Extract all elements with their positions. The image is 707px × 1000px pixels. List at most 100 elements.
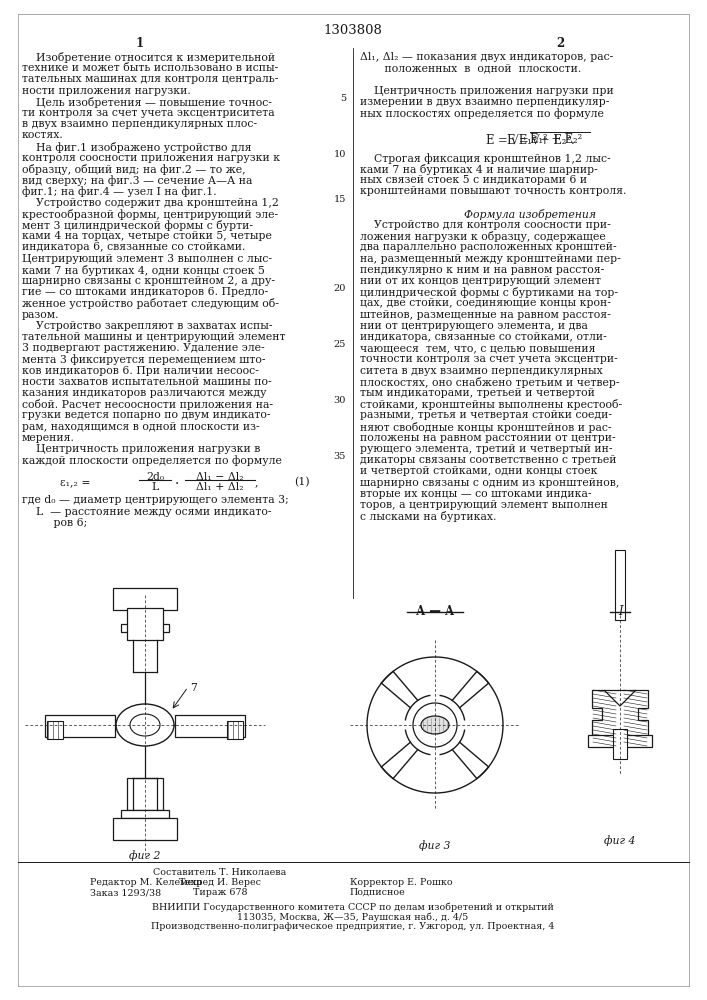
Text: Заказ 1293/38: Заказ 1293/38	[90, 888, 161, 897]
Bar	[121, 624, 169, 632]
Text: Редактор М. Келемеш: Редактор М. Келемеш	[90, 878, 202, 887]
Text: чающееся  тем, что, с целью повышения: чающееся тем, что, с целью повышения	[360, 343, 595, 353]
Bar	[45, 715, 115, 737]
Text: шарнирно связаны с одним из кронштейнов,: шарнирно связаны с одним из кронштейнов,	[360, 478, 619, 488]
Text: ситета в двух взаимно перпендикулярных: ситета в двух взаимно перпендикулярных	[360, 366, 603, 376]
Text: Центричность приложения нагрузки в: Центричность приложения нагрузки в	[22, 444, 260, 454]
Bar	[227, 721, 243, 739]
Text: L  — расстояние между осями индикато-: L — расстояние между осями индикато-	[22, 507, 271, 517]
Text: ти контроля за счет учета эксцентриситета: ти контроля за счет учета эксцентриситет…	[22, 108, 274, 118]
Ellipse shape	[130, 714, 160, 736]
Text: мерения.: мерения.	[22, 433, 75, 443]
Text: 1: 1	[136, 37, 144, 50]
Text: 5: 5	[340, 94, 346, 103]
Text: стойками, кронштейны выполнены крестооб-: стойками, кронштейны выполнены крестооб-	[360, 399, 622, 410]
Text: ками 7 на буртиках 4 и наличие шарнир-: ками 7 на буртиках 4 и наличие шарнир-	[360, 164, 597, 175]
Text: плоскостях, оно снабжено третьим и четвер-: плоскостях, оно снабжено третьим и четве…	[360, 377, 619, 388]
Bar	[113, 588, 177, 610]
Bar	[121, 810, 169, 818]
Text: фиг 2: фиг 2	[129, 850, 160, 861]
Text: E₁² + E₂²: E₁² + E₂²	[530, 133, 583, 146]
Text: Подписное: Подписное	[350, 888, 406, 897]
Text: А — А: А — А	[416, 605, 454, 618]
Text: Тираж 678: Тираж 678	[193, 888, 247, 897]
Text: 30: 30	[334, 396, 346, 405]
Text: ,: ,	[255, 477, 259, 487]
Text: тым индикаторами, третьей и четвертой: тым индикаторами, третьей и четвертой	[360, 388, 595, 398]
Text: E = √: E = √	[507, 133, 539, 146]
Text: Строгая фиксация кронштейнов 1,2 лыс-: Строгая фиксация кронштейнов 1,2 лыс-	[360, 153, 611, 164]
Text: цах, две стойки, соединяющие концы крон-: цах, две стойки, соединяющие концы крон-	[360, 298, 611, 308]
Text: ложения нагрузки к образцу, содержащее: ложения нагрузки к образцу, содержащее	[360, 231, 606, 242]
Text: кронштейнами повышают точность контроля.: кронштейнами повышают точность контроля.	[360, 186, 626, 196]
Text: 25: 25	[334, 340, 346, 349]
Bar	[127, 778, 163, 810]
Text: ·: ·	[175, 477, 179, 491]
Bar	[127, 608, 163, 640]
Text: ности захватов испытательной машины по-: ности захватов испытательной машины по-	[22, 377, 271, 387]
Text: образцу, общий вид; на фиг.2 — то же,: образцу, общий вид; на фиг.2 — то же,	[22, 164, 245, 175]
Text: Δl₁ + Δl₂: Δl₁ + Δl₂	[196, 482, 244, 492]
Bar	[588, 735, 652, 747]
Text: контроля соосности приложения нагрузки к: контроля соосности приложения нагрузки к	[22, 153, 280, 163]
Text: казания индикаторов различаются между: казания индикаторов различаются между	[22, 388, 267, 398]
Text: Центрирующий элемент 3 выполнен с лыс-: Центрирующий элемент 3 выполнен с лыс-	[22, 254, 272, 264]
Text: положенных  в  одной  плоскости.: положенных в одной плоскости.	[360, 63, 581, 73]
Text: Δl₁, Δl₂ — показания двух индикаторов, рас-: Δl₁, Δl₂ — показания двух индикаторов, р…	[360, 52, 613, 62]
Bar	[615, 550, 625, 620]
Text: (1): (1)	[294, 477, 310, 488]
Text: няют свободные концы кронштейнов и рас-: няют свободные концы кронштейнов и рас-	[360, 422, 612, 433]
Bar	[613, 729, 627, 759]
Text: 7: 7	[190, 683, 197, 693]
Text: E = √E₁² + E₂².: E = √E₁² + E₂².	[486, 133, 574, 146]
Text: L: L	[151, 482, 158, 492]
Text: фиг.1; на фиг.4 — узел I на фиг.1.: фиг.1; на фиг.4 — узел I на фиг.1.	[22, 186, 216, 197]
Text: ных связей стоек 5 с индикаторами 6 и: ных связей стоек 5 с индикаторами 6 и	[360, 175, 587, 185]
Text: фиг 3: фиг 3	[419, 840, 450, 851]
Text: костях.: костях.	[22, 130, 64, 140]
Text: разом.: разом.	[22, 310, 59, 320]
Text: собой. Расчет несоосности приложения на-: собой. Расчет несоосности приложения на-	[22, 399, 273, 410]
Text: 1303808: 1303808	[324, 24, 382, 37]
Text: и четвертой стойками, одни концы стоек: и четвертой стойками, одни концы стоек	[360, 466, 597, 476]
Text: Корректор Е. Рошко: Корректор Е. Рошко	[350, 878, 452, 887]
Text: тательной машины и центрирующий элемент: тательной машины и центрирующий элемент	[22, 332, 286, 342]
Text: ности приложения нагрузки.: ности приложения нагрузки.	[22, 86, 191, 96]
Polygon shape	[592, 690, 648, 745]
Text: Устройство для контроля соосности при-: Устройство для контроля соосности при-	[360, 220, 611, 230]
Text: 20: 20	[334, 284, 346, 293]
Text: с лысками на буртиках.: с лысками на буртиках.	[360, 511, 496, 522]
Text: Производственно-полиграфическое предприятие, г. Ужгород, ул. Проектная, 4: Производственно-полиграфическое предприя…	[151, 922, 555, 931]
Text: женное устройство работает следующим об-: женное устройство работает следующим об-	[22, 298, 279, 309]
Ellipse shape	[116, 704, 174, 746]
Text: пендикулярно к ним и на равном расстоя-: пендикулярно к ним и на равном расстоя-	[360, 265, 604, 275]
Text: фиг 4: фиг 4	[604, 835, 636, 846]
Text: Техред И. Верес: Техред И. Верес	[179, 878, 261, 887]
Text: тательных машинах для контроля централь-: тательных машинах для контроля централь-	[22, 74, 279, 84]
Bar	[47, 721, 63, 739]
Text: I: I	[618, 605, 622, 618]
Text: каждой плоскости определяется по формуле: каждой плоскости определяется по формуле	[22, 455, 282, 466]
Text: положены на равном расстоянии от центри-: положены на равном расстоянии от центри-	[360, 433, 616, 443]
Text: вторые их концы — со штоками индика-: вторые их концы — со штоками индика-	[360, 489, 592, 499]
Text: гие — со штоками индикаторов 6. Предло-: гие — со штоками индикаторов 6. Предло-	[22, 287, 268, 297]
Text: мента 3 фиксируется перемещением што-: мента 3 фиксируется перемещением што-	[22, 354, 266, 365]
Text: ВНИИПИ Государственного комитета СССР по делам изобретений и открытий: ВНИИПИ Государственного комитета СССР по…	[152, 902, 554, 912]
Text: 2d₀: 2d₀	[146, 472, 164, 482]
Text: ных плоскостях определяется по формуле: ных плоскостях определяется по формуле	[360, 108, 604, 119]
Text: индикатора, связанные со стойками, отли-: индикатора, связанные со стойками, отли-	[360, 332, 607, 342]
Text: ков индикаторов 6. При наличии несоос-: ков индикаторов 6. При наличии несоос-	[22, 366, 259, 376]
Text: 35: 35	[334, 452, 346, 461]
Text: На фиг.1 изображено устройство для: На фиг.1 изображено устройство для	[22, 142, 252, 153]
Text: ров 6;: ров 6;	[22, 518, 87, 528]
Text: штейнов, размещенные на равном расстоя-: штейнов, размещенные на равном расстоя-	[360, 310, 611, 320]
Text: Изобретение относится к измерительной: Изобретение относится к измерительной	[22, 52, 275, 63]
Text: два параллельно расположенных кронштей-: два параллельно расположенных кронштей-	[360, 242, 617, 252]
Text: 3 подвергают растяжению. Удаление эле-: 3 подвергают растяжению. Удаление эле-	[22, 343, 264, 353]
Bar	[113, 818, 177, 840]
Text: ками 7 на буртиках 4, одни концы стоек 5: ками 7 на буртиках 4, одни концы стоек 5	[22, 265, 265, 276]
Text: Цель изобретения — повышение точнос-: Цель изобретения — повышение точнос-	[22, 97, 272, 108]
Text: нии от их концов центрирующий элемент: нии от их концов центрирующий элемент	[360, 276, 601, 286]
Text: где d₀ — диаметр центрирующего элемента 3;: где d₀ — диаметр центрирующего элемента …	[22, 495, 288, 505]
Text: дикаторы связаны соответственно с третьей: дикаторы связаны соответственно с третье…	[360, 455, 617, 465]
